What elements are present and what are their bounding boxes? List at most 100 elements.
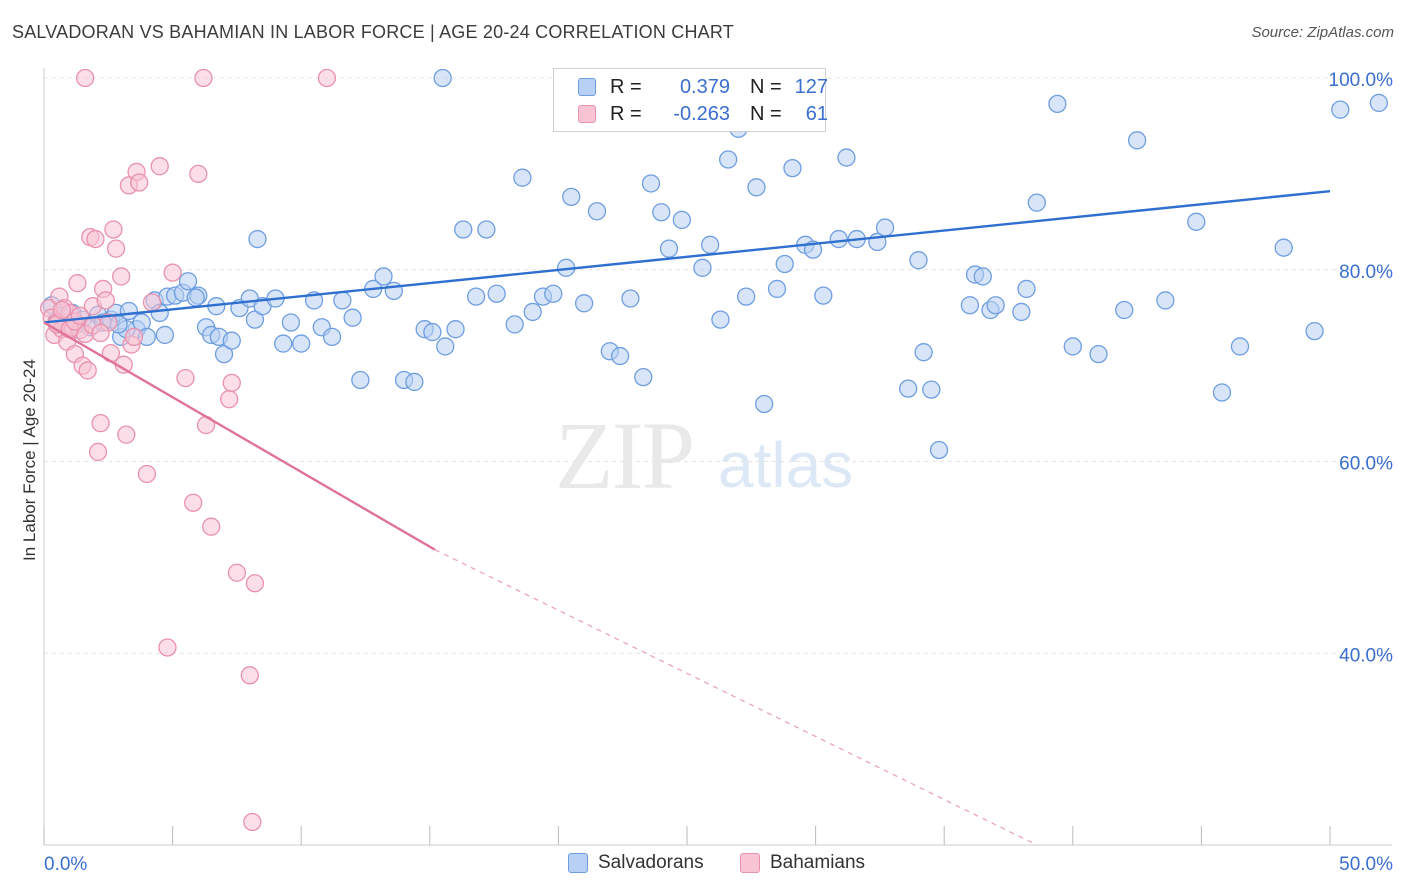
point-salvadoran	[610, 346, 630, 366]
point-salvadoran	[922, 380, 941, 399]
bottom-legend-label-bahamians: Bahamians	[770, 852, 866, 873]
point-salvadoran	[672, 210, 692, 230]
point-salvadoran	[1089, 344, 1108, 364]
point-salvadoran	[446, 320, 465, 339]
point-bahamian	[189, 164, 208, 184]
point-bahamian	[130, 173, 149, 192]
legend-r-value: 0.379	[679, 75, 730, 98]
point-salvadoran	[1331, 100, 1350, 119]
point-bahamian	[124, 327, 144, 347]
point-salvadoran	[433, 68, 452, 88]
bottom-swatch-salvadorans	[568, 853, 588, 873]
point-salvadoran	[1115, 300, 1134, 320]
point-bahamian	[112, 267, 131, 286]
point-salvadoran	[487, 284, 506, 303]
point-bahamian	[194, 68, 213, 88]
point-bahamian	[184, 493, 203, 512]
point-salvadoran	[659, 239, 679, 258]
point-bahamian	[176, 368, 195, 388]
point-bahamian	[104, 220, 123, 239]
point-salvadoran	[186, 288, 205, 307]
point-bahamian	[150, 157, 169, 176]
point-salvadoran	[747, 178, 766, 197]
point-salvadoran	[814, 286, 833, 305]
point-salvadoran	[693, 258, 712, 277]
point-salvadoran	[477, 220, 496, 239]
y-tick-label: 40.0%	[1339, 645, 1393, 666]
point-salvadoran	[875, 218, 895, 237]
bottom-swatch-bahamians	[740, 853, 760, 873]
point-salvadoran	[322, 327, 342, 347]
y-tick-label: 100.0%	[1329, 70, 1394, 91]
point-salvadoran	[178, 272, 198, 291]
x-tick-label: 0.0%	[44, 854, 87, 875]
legend-r-label: R =	[610, 102, 642, 125]
legend-r-label: R =	[610, 75, 642, 98]
point-salvadoran	[351, 370, 370, 390]
point-bahamian	[76, 68, 95, 88]
point-salvadoran	[1048, 94, 1067, 114]
point-salvadoran	[783, 158, 802, 178]
legend-n-label: N =	[750, 75, 782, 98]
point-salvadoran	[513, 168, 532, 187]
point-salvadoran	[405, 372, 424, 392]
point-bahamian	[137, 464, 157, 484]
point-salvadoran	[1063, 337, 1082, 356]
point-salvadoran	[1156, 291, 1175, 310]
point-salvadoran	[837, 148, 856, 167]
point-salvadoran	[281, 313, 301, 332]
point-salvadoran	[719, 150, 738, 169]
point-bahamian	[222, 373, 241, 393]
point-salvadoran	[829, 229, 848, 249]
point-salvadoran	[775, 254, 794, 274]
trendline-bahamians-extension	[434, 549, 1038, 846]
point-bahamian	[88, 442, 108, 462]
point-salvadoran	[248, 229, 267, 249]
point-salvadoran	[634, 367, 653, 387]
point-salvadoran	[214, 344, 234, 364]
point-salvadoran	[700, 235, 720, 254]
point-salvadoran	[454, 220, 473, 239]
stats-legend: R = 0.379 N = 127 R = -0.263 N = 61	[553, 68, 828, 132]
point-salvadoran	[423, 322, 442, 342]
point-salvadoran	[274, 334, 293, 353]
point-salvadoran	[1212, 383, 1232, 402]
point-bahamian	[96, 291, 115, 310]
point-salvadoran	[245, 310, 265, 329]
point-bahamian	[68, 274, 87, 293]
point-salvadoran	[544, 284, 563, 303]
point-bahamian	[220, 390, 239, 409]
point-salvadoran	[641, 174, 661, 193]
source-label: Source: ZipAtlas.com	[1251, 24, 1394, 41]
point-salvadoran	[222, 331, 241, 350]
point-salvadoran	[562, 187, 581, 207]
point-bahamian	[243, 812, 262, 832]
legend-n-value: 61	[805, 102, 828, 125]
point-salvadoran	[914, 343, 933, 362]
point-salvadoran	[1012, 302, 1031, 322]
point-salvadoran	[621, 289, 640, 308]
point-bahamian	[240, 666, 259, 685]
trendline-salvadorans	[43, 189, 1331, 324]
point-salvadoran	[652, 203, 671, 222]
point-salvadoran	[1305, 321, 1324, 341]
point-salvadoran	[909, 251, 928, 270]
point-bahamian	[78, 361, 97, 380]
point-bahamian	[227, 563, 247, 582]
point-salvadoran	[436, 337, 455, 356]
point-salvadoran	[755, 394, 774, 414]
point-bahamian	[106, 239, 126, 258]
watermark-zip: ZIP	[555, 402, 695, 509]
point-bahamian	[117, 425, 136, 444]
legend-row-salvadorans: R = 0.379 N = 127	[578, 74, 828, 100]
watermark-atlas: atlas	[718, 429, 854, 501]
bottom-legend-bahamians: Bahamians	[740, 852, 865, 874]
point-bahamian	[202, 517, 221, 536]
point-bahamian	[163, 263, 182, 282]
point-salvadoran	[466, 287, 486, 306]
trendline-bahamians	[43, 321, 436, 551]
point-bahamian	[52, 300, 72, 320]
point-salvadoran	[523, 302, 542, 322]
point-salvadoran	[711, 310, 730, 329]
